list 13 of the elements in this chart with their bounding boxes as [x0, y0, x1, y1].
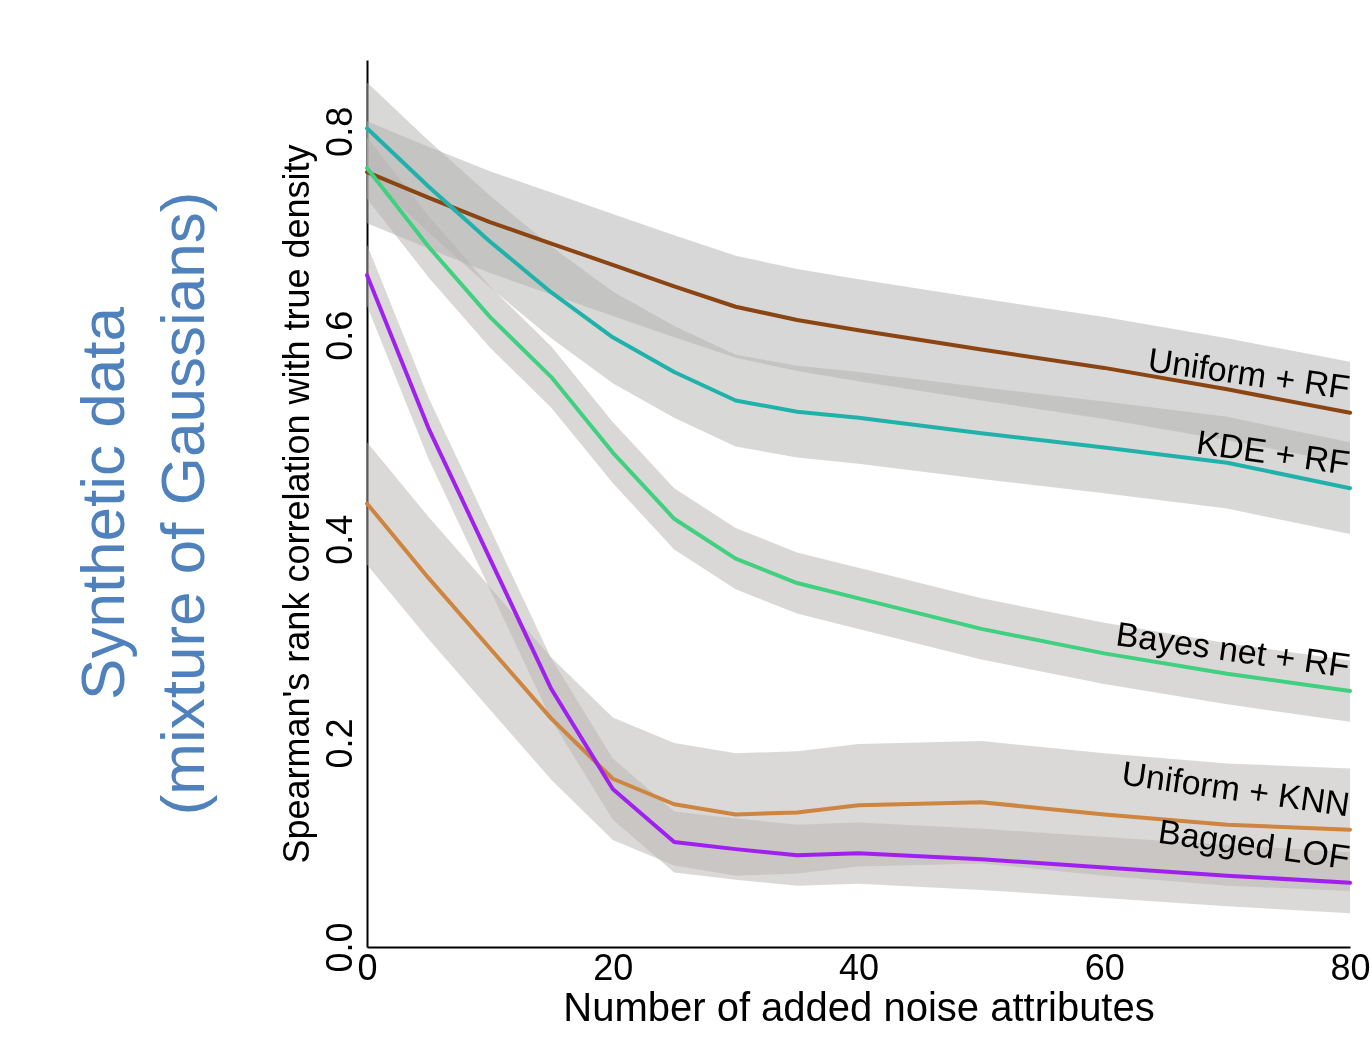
text: KDE + RF — [1194, 422, 1353, 482]
line-series — [365, 170, 1352, 415]
y-tick-label: 0.6 — [318, 310, 360, 361]
y-tick-label: 0.8 — [318, 106, 360, 157]
y-tick-label: 0.0 — [318, 922, 360, 973]
text: Uniform + RF — [1145, 340, 1353, 407]
text: Synthetic data (mixture of Gaussians) — [68, 191, 217, 816]
x-tick-label: 0 — [357, 946, 378, 988]
y-tick-label: 0.4 — [318, 514, 360, 565]
x-tick-label: 80 — [1330, 946, 1371, 988]
y-tick-label: 0.2 — [318, 718, 360, 769]
y-axis-title: Spearman's rank correlation with true density — [275, 144, 317, 864]
text: Bayes net + RF — [1113, 614, 1353, 685]
